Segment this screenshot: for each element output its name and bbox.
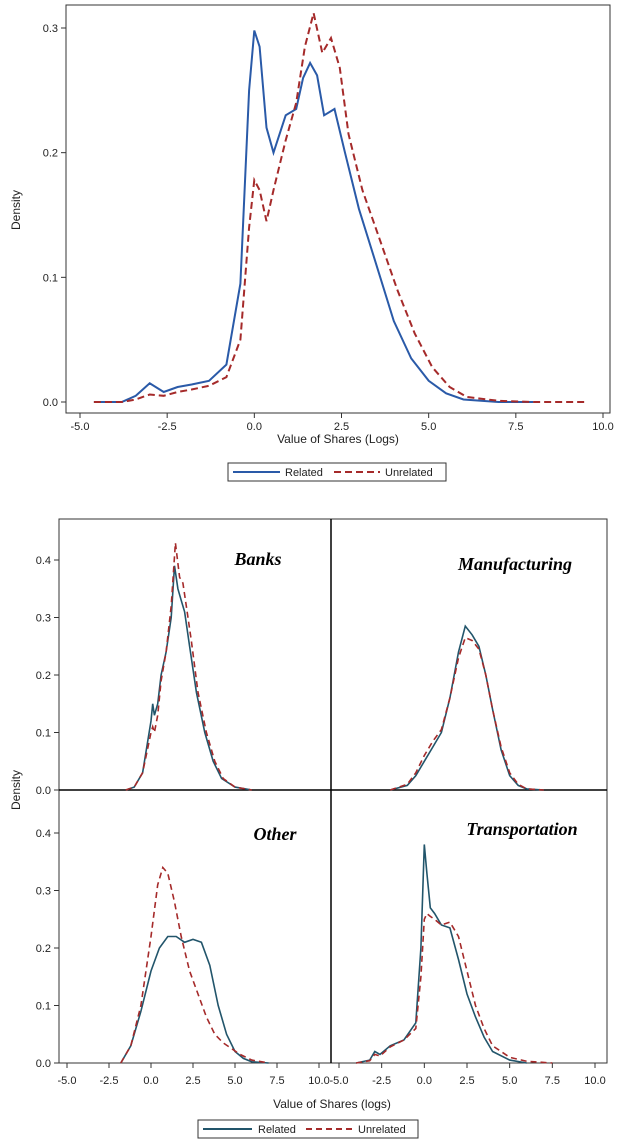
panel-title-manufacturing: Manufacturing xyxy=(457,554,572,574)
y-axis-label-bottom: Density xyxy=(9,770,23,810)
x-tick-label: 7.5 xyxy=(545,1075,560,1087)
x-tick-label: 10.0 xyxy=(584,1075,605,1087)
y-tick-label: 0.1 xyxy=(43,272,58,284)
x-tick-label: 10.0 xyxy=(308,1075,329,1087)
x-tick-label: 0.0 xyxy=(247,421,262,433)
x-tick-label: 7.5 xyxy=(269,1075,284,1087)
series-line-transportation-related xyxy=(355,844,527,1064)
x-tick-label: 5.0 xyxy=(502,1075,517,1087)
panels-frame xyxy=(58,518,608,1064)
x-tick-label: 0.0 xyxy=(417,1075,432,1087)
y-tick-label: 0.4 xyxy=(36,828,51,840)
series-line-other-unrelated xyxy=(120,865,269,1064)
y-tick-label: 0.2 xyxy=(36,670,51,682)
series-line-banks-unrelated xyxy=(125,542,252,791)
series-line-other-related xyxy=(120,935,269,1064)
plot-frame xyxy=(65,4,611,414)
y-tick-label: 0.2 xyxy=(43,148,58,160)
panel-title-banks: Banks xyxy=(233,549,281,569)
y-tick-label: 0.3 xyxy=(43,23,58,35)
x-axis-label: Value of Shares (Logs) xyxy=(277,432,399,446)
series-line-manufacturing-related xyxy=(389,624,544,791)
x-tick-label: -5.0 xyxy=(330,1075,349,1087)
series-line-banks-related xyxy=(125,565,252,791)
y-tick-label: 0.3 xyxy=(36,613,51,625)
series-line-related xyxy=(93,30,534,403)
y-axis-label: Density xyxy=(9,190,23,230)
legend-label-unrelated-bottom: Unrelated xyxy=(358,1124,406,1136)
x-tick-label: 5.0 xyxy=(227,1075,242,1087)
x-tick-label: 2.5 xyxy=(334,421,349,433)
series-line-transportation-unrelated xyxy=(355,912,553,1064)
x-tick-label: -2.5 xyxy=(158,421,177,433)
x-tick-label: 10.0 xyxy=(592,421,613,433)
panel-title-other: Other xyxy=(253,824,297,844)
y-tick-label: 0.0 xyxy=(43,397,58,409)
y-tick-label: 0.3 xyxy=(36,886,51,898)
x-tick-label: -2.5 xyxy=(100,1075,119,1087)
series-line-unrelated xyxy=(93,12,586,403)
legend-label-unrelated: Unrelated xyxy=(385,467,433,479)
y-tick-label: 0.0 xyxy=(36,1058,51,1070)
y-tick-label: 0.0 xyxy=(36,785,51,797)
panel-title-transportation: Transportation xyxy=(466,819,577,839)
x-tick-label: -2.5 xyxy=(372,1075,391,1087)
x-tick-label: 0.0 xyxy=(143,1075,158,1087)
legend-label-related: Related xyxy=(285,467,323,479)
x-tick-label: -5.0 xyxy=(58,1075,77,1087)
x-tick-label: 5.0 xyxy=(421,421,436,433)
y-tick-label: 0.4 xyxy=(36,555,51,567)
x-tick-label: 2.5 xyxy=(185,1075,200,1087)
y-tick-label: 0.1 xyxy=(36,1001,51,1013)
x-axis-label-bottom: Value of Shares (logs) xyxy=(273,1097,391,1111)
y-tick-label: 0.2 xyxy=(36,943,51,955)
x-tick-label: 7.5 xyxy=(508,421,523,433)
y-tick-label: 0.1 xyxy=(36,728,51,740)
series-line-manufacturing-unrelated xyxy=(389,636,544,791)
legend-label-related-bottom: Related xyxy=(258,1124,296,1136)
x-tick-label: -5.0 xyxy=(71,421,90,433)
x-tick-label: 2.5 xyxy=(459,1075,474,1087)
